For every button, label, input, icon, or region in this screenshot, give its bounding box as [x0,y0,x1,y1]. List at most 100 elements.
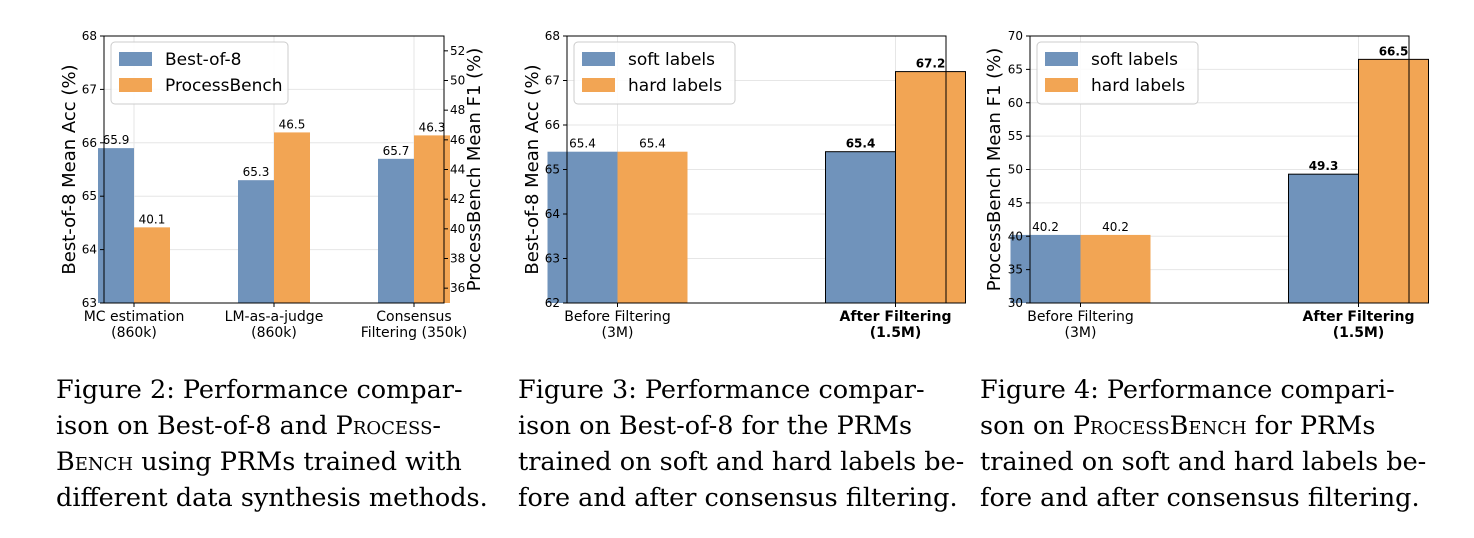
data-label: 65.4 [639,137,666,151]
legend-swatch [119,52,152,66]
data-label: 67.2 [916,57,946,71]
legend-label: soft labels [628,50,715,70]
data-label: 40.2 [1032,220,1059,234]
x-category-label: MC estimation [84,309,185,325]
caption-line: Figure 3: Performance compar- [518,375,925,405]
data-label: 65.4 [569,137,596,151]
caption-line: different data synthesis methods. [56,483,488,513]
caption-line: Bench using PRMs trained with [56,444,506,480]
caption-smallcaps: ProcessBench [1072,411,1247,441]
y-right-tick-label: 48 [450,103,465,117]
data-label: 65.4 [846,137,876,151]
y-tick-label: 65 [545,163,560,177]
caption-smallcaps: Bench [56,447,134,477]
x-category-label: LM-as-a-judge [225,309,324,325]
bar-hard-labels [895,71,966,304]
y-right-tick-label: 40 [450,222,465,236]
caption-line: ison on Best-of-8 and Process- [56,408,506,444]
y-axis-label: Best-of-8 Mean Acc (%) [522,64,543,274]
caption-smallcaps: Process- [335,411,442,441]
x-category-label: (860k) [111,325,157,341]
y-axis-label-right: ProcessBench Mean F1 (%) [464,48,485,292]
data-label: 65.9 [103,133,130,147]
figure-2-caption: Figure 2: Performance compar- ison on Be… [56,372,506,516]
x-category-label: After Filtering [1303,309,1415,325]
caption-text: ison on Best-of-8 and [56,411,336,441]
legend-label: soft labels [1091,50,1178,70]
y-tick-label: 55 [1008,129,1023,143]
data-label: 40.2 [1102,220,1129,234]
caption-text: son on [980,411,1073,441]
figures-canvas: 65.9 65.3 65.7 40.1 46.5 46.3 63 64 65 66 67 68 36 38… [59,29,1429,341]
legend-label: hard labels [1091,76,1185,96]
caption-line: Figure 2: Performance compar- [56,375,463,405]
caption-line: ison on Best-of-8 for the PRMs [518,411,913,441]
bar-processbench [134,227,170,303]
x-category-label: Filtering (350k) [361,325,468,341]
legend-swatch [582,78,615,92]
caption-text: for PRMs [1246,411,1376,441]
y-tick-label: 60 [1008,96,1023,110]
y-right-tick-label: 36 [450,281,465,295]
y-right-tick-label: 38 [450,252,465,266]
y-tick-label: 63 [82,296,97,310]
figure-4-caption: Figure 4: Performance compari- son on Pr… [980,372,1430,516]
y-tick-label: 66 [545,118,560,132]
y-tick-label: 65 [82,189,97,203]
bar-processbench [274,132,310,303]
x-category-label: (1.5M) [1333,325,1385,341]
x-category-label: (860k) [251,325,297,341]
bar-best-of-8 [238,180,274,303]
data-label: 49.3 [1309,159,1339,173]
bar-soft-labels [547,151,618,303]
bar-soft-labels [1010,234,1081,303]
y-tick-label: 67 [545,74,560,88]
legend-swatch [119,78,152,92]
y-tick-label: 50 [1008,163,1023,177]
y-axis-label: ProcessBench Mean F1 (%) [984,48,1005,292]
data-label: 40.1 [139,212,166,226]
bar-hard-labels [617,151,688,303]
x-category-label: (3M) [602,325,634,341]
x-category-label: Before Filtering [1027,309,1134,325]
legend-swatch [1045,52,1078,66]
y-tick-label: 45 [1008,196,1023,210]
caption-line: fore and after consensus filtering. [980,483,1420,513]
y-tick-label: 67 [82,82,97,96]
caption-line: son on ProcessBench for PRMs [980,408,1430,444]
bar-best-of-8 [378,158,414,303]
y-tick-label: 70 [1008,29,1023,43]
legend-box [110,41,289,105]
y-tick-label: 68 [545,29,560,43]
y-tick-label: 30 [1008,296,1023,310]
y-tick-label: 63 [545,252,560,266]
y-tick-label: 62 [545,296,560,310]
y-tick-label: 64 [82,243,97,257]
y-tick-label: 64 [545,207,560,221]
data-label: 65.7 [383,144,410,158]
x-category-label: (3M) [1065,325,1097,341]
y-tick-label: 68 [82,29,97,43]
y-tick-label: 40 [1008,229,1023,243]
bar-hard-labels [1358,58,1429,304]
x-category-label: Consensus [376,309,451,325]
legend-swatch [1045,78,1078,92]
chart-2: 65.9 65.3 65.7 40.1 46.5 46.3 63 64 65 66 67 68 36 38… [59,29,485,341]
data-label: 46.5 [279,117,306,131]
legend-label: hard labels [628,76,722,96]
x-category-label: Before Filtering [564,309,671,325]
bar-best-of-8 [98,148,134,303]
y-tick-label: 35 [1008,263,1023,277]
data-label: 46.3 [419,120,446,134]
caption-line: Figure 4: Performance compari- [980,375,1395,405]
bar-processbench [414,135,450,303]
bar-soft-labels [825,151,896,304]
y-tick-label: 66 [82,136,97,150]
data-label: 66.5 [1379,44,1409,58]
bar-soft-labels [1288,173,1359,304]
y-right-tick-label: 42 [450,192,465,206]
legend-swatch [582,52,615,66]
caption-text: using PRMs trained with [133,447,462,477]
y-right-tick-label: 52 [450,44,465,58]
legend-label: Best-of-8 [165,50,242,70]
